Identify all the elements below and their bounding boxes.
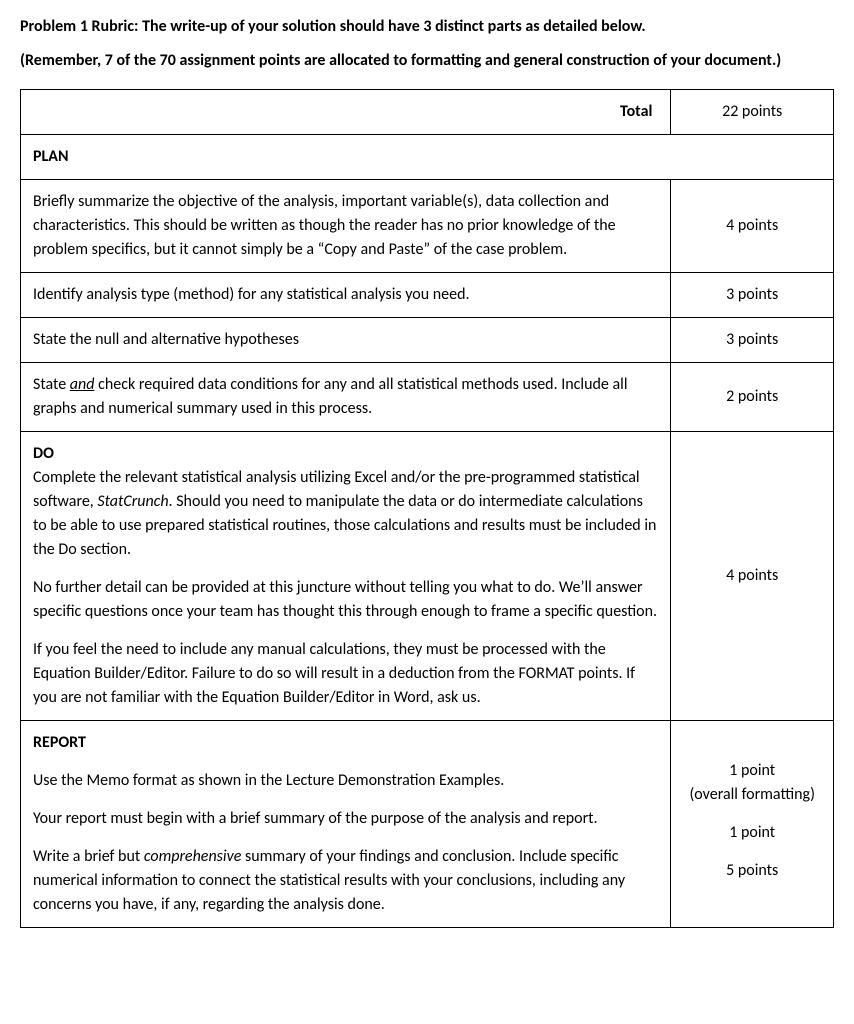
plan-item-points: 4 points	[671, 180, 834, 273]
table-row: Briefly summarize the objective of the a…	[21, 180, 834, 273]
report-item-desc: Write a brief but comprehensive summary …	[33, 845, 658, 917]
total-points: 22 points	[671, 90, 834, 135]
table-row: State and check required data conditions…	[21, 363, 834, 432]
plan-item-desc: Identify analysis type (method) for any …	[21, 273, 671, 318]
report-points-cell: 1 point (overall formatting) 1 point 5 p…	[671, 721, 834, 928]
table-row: State the null and alternative hypothese…	[21, 318, 834, 363]
table-row: Identify analysis type (method) for any …	[21, 273, 834, 318]
text-emph: StatCrunch	[97, 492, 168, 511]
plan-item-desc: State and check required data conditions…	[21, 363, 671, 432]
report-item-points: 5 points	[683, 859, 821, 883]
do-points: 4 points	[671, 432, 834, 721]
text-segment: check required data conditions for any a…	[33, 375, 628, 418]
text-emph: comprehensive	[144, 847, 242, 866]
total-label: Total	[21, 90, 671, 135]
table-row-report: REPORT Use the Memo format as shown in t…	[21, 721, 834, 928]
plan-title: PLAN	[33, 147, 69, 166]
table-row-plan-header: PLAN	[21, 135, 834, 180]
plan-item-desc: State the null and alternative hypothese…	[21, 318, 671, 363]
do-title: DO	[33, 442, 658, 466]
plan-title-cell: PLAN	[21, 135, 834, 180]
table-row-total: Total 22 points	[21, 90, 834, 135]
do-paragraph: Complete the relevant statistical analys…	[33, 466, 658, 562]
report-desc: REPORT Use the Memo format as shown in t…	[21, 721, 671, 928]
do-desc: DO Complete the relevant statistical ana…	[21, 432, 671, 721]
table-row-do: DO Complete the relevant statistical ana…	[21, 432, 834, 721]
do-paragraph: No further detail can be provided at thi…	[33, 576, 658, 624]
points-note: (overall formatting)	[683, 783, 821, 807]
text-emph: and	[70, 375, 95, 394]
rubric-note: (Remember, 7 of the 70 assignment points…	[20, 50, 834, 72]
plan-item-desc: Briefly summarize the objective of the a…	[21, 180, 671, 273]
report-item-points: 1 point (overall formatting)	[683, 759, 821, 807]
text-segment: Write a brief but	[33, 847, 144, 866]
points-line: 1 point	[729, 761, 775, 780]
report-item-desc: Use the Memo format as shown in the Lect…	[33, 769, 658, 793]
report-title: REPORT	[33, 731, 658, 755]
rubric-table: Total 22 points PLAN Briefly summarize t…	[20, 89, 834, 928]
plan-item-points: 2 points	[671, 363, 834, 432]
plan-item-points: 3 points	[671, 273, 834, 318]
report-item-points: 1 point	[683, 821, 821, 845]
plan-item-points: 3 points	[671, 318, 834, 363]
rubric-title: Problem 1 Rubric: The write-up of your s…	[20, 16, 834, 38]
do-paragraph: If you feel the need to include any manu…	[33, 638, 658, 710]
text-segment: State	[33, 375, 70, 394]
report-item-desc: Your report must begin with a brief summ…	[33, 807, 658, 831]
